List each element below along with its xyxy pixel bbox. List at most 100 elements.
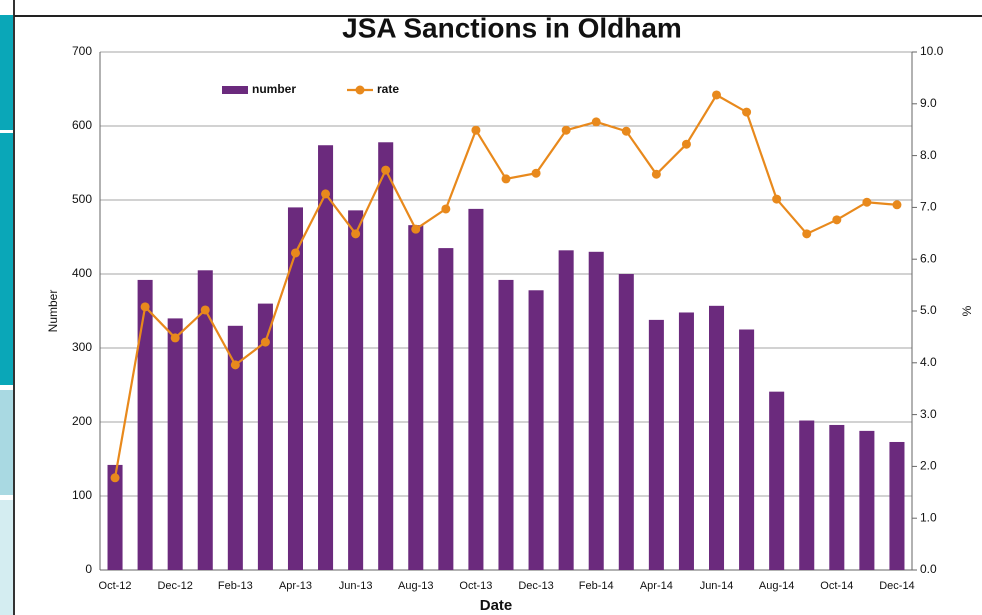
y2-tick-label: 0.0: [920, 562, 937, 576]
y2-tick-label: 3.0: [920, 407, 937, 421]
y-tick-label: 0: [85, 562, 92, 576]
x-tick-label: Jun-13: [339, 580, 373, 592]
bar: [709, 305, 725, 570]
x-tick-label: Aug-14: [759, 580, 794, 592]
line-marker: [651, 169, 661, 179]
line-marker: [170, 333, 180, 343]
bar: [167, 318, 183, 570]
bar: [618, 274, 634, 570]
bar: [859, 430, 875, 570]
line-marker: [892, 200, 902, 210]
sidebar-block: [0, 133, 14, 385]
bar: [318, 145, 334, 571]
line-marker: [110, 473, 120, 483]
line-marker: [712, 90, 722, 100]
x-tick-label: Apr-13: [279, 580, 312, 592]
line-marker: [290, 248, 300, 258]
x-tick-label: Oct-12: [99, 580, 132, 592]
line-marker: [681, 139, 691, 149]
bar: [378, 142, 394, 570]
x-tick-label: Feb-14: [579, 580, 614, 592]
y-tick-label: 600: [72, 118, 92, 132]
y2-tick-label: 2.0: [920, 459, 937, 473]
bar: [678, 312, 694, 570]
bar: [107, 464, 123, 570]
y-tick-label: 100: [72, 488, 92, 502]
bar: [287, 207, 303, 570]
y-axis-label: Number: [46, 290, 60, 333]
line-marker: [742, 107, 752, 117]
line-marker: [802, 229, 812, 239]
bar: [799, 420, 815, 570]
x-tick-label: Dec-12: [157, 580, 192, 592]
x-tick-label: Dec-14: [879, 580, 914, 592]
line-marker: [351, 229, 361, 239]
bar: [468, 208, 484, 570]
bar: [739, 329, 755, 570]
line-marker: [411, 224, 421, 234]
legend-label: rate: [377, 82, 399, 96]
y2-tick-label: 1.0: [920, 510, 937, 524]
y-tick-label: 300: [72, 340, 92, 354]
line-marker: [260, 337, 270, 347]
y2-tick-label: 4.0: [920, 355, 937, 369]
bar: [197, 270, 213, 570]
line-marker: [591, 117, 601, 127]
x-tick-label: Apr-14: [640, 580, 673, 592]
y2-tick-label: 6.0: [920, 251, 937, 265]
bar: [438, 248, 454, 570]
bar: [528, 290, 544, 570]
x-tick-label: Feb-13: [218, 580, 253, 592]
line-marker: [531, 168, 541, 178]
line-marker: [441, 204, 451, 214]
bar: [648, 319, 664, 570]
y-tick-label: 400: [72, 266, 92, 280]
y-tick-label: 500: [72, 192, 92, 206]
bar: [137, 279, 153, 570]
line-marker: [862, 197, 872, 207]
legend-label: number: [252, 82, 296, 96]
sidebar-block: [0, 500, 14, 615]
y2-tick-label: 8.0: [920, 148, 937, 162]
bar: [829, 424, 845, 570]
x-tick-label: Jun-14: [700, 580, 734, 592]
chart-title: JSA Sanctions in Oldham: [342, 12, 682, 43]
line-marker: [381, 165, 391, 175]
line-marker: [621, 126, 631, 136]
line-marker: [772, 194, 782, 204]
y2-axis-label: %: [960, 305, 974, 316]
bar: [558, 250, 574, 570]
y2-tick-label: 7.0: [920, 200, 937, 214]
line-marker: [832, 215, 842, 225]
bar: [227, 325, 243, 570]
sidebar-block: [0, 15, 14, 130]
bar: [769, 391, 785, 570]
bar: [498, 279, 514, 570]
x-tick-label: Oct-14: [820, 580, 853, 592]
y-tick-label: 200: [72, 414, 92, 428]
x-tick-label: Aug-13: [398, 580, 433, 592]
bar: [889, 441, 905, 570]
legend-swatch: [222, 86, 248, 94]
bar: [348, 210, 364, 571]
x-tick-label: Dec-13: [518, 580, 553, 592]
line-marker: [471, 125, 481, 135]
y2-tick-label: 9.0: [920, 96, 937, 110]
legend-swatch: [355, 85, 365, 95]
bar: [588, 251, 604, 571]
y2-tick-label: 5.0: [920, 303, 937, 317]
bar: [257, 303, 273, 570]
line-marker: [200, 305, 210, 315]
bar: [408, 225, 424, 570]
line-marker: [321, 189, 331, 199]
line-marker: [230, 360, 240, 370]
x-tick-label: Oct-13: [459, 580, 492, 592]
line-marker: [140, 302, 150, 312]
line-marker: [561, 125, 571, 135]
y-tick-label: 700: [72, 44, 92, 58]
line-marker: [501, 174, 511, 184]
x-axis-label: Date: [480, 597, 513, 614]
y2-tick-label: 10.0: [920, 44, 944, 58]
